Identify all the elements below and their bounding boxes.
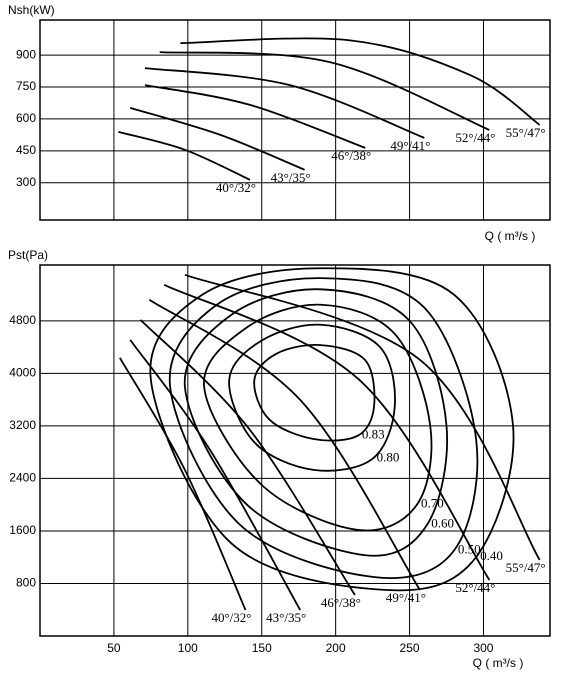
- y-tick-label: 300: [16, 175, 36, 189]
- y-tick-label: 450: [16, 143, 36, 157]
- x-axis-label: Q ( m³/s ): [485, 229, 536, 243]
- y-tick-label: 1600: [9, 523, 36, 537]
- y-tick-label: 2400: [9, 471, 36, 485]
- series-curve-label: 49°/41°: [390, 138, 430, 153]
- y-tick-label: 3200: [9, 418, 36, 432]
- series-curve-label: 49°/41°: [386, 590, 426, 605]
- series-curve: [180, 37, 541, 126]
- series-curve: [159, 51, 490, 131]
- x-tick-label: 100: [178, 641, 198, 655]
- series-curve: [144, 67, 425, 139]
- y-tick-label: 900: [16, 47, 36, 61]
- efficiency-contour: [149, 267, 515, 592]
- x-tick-label: 250: [400, 641, 420, 655]
- series-curve-label: 40°/32°: [211, 610, 251, 625]
- series-curve-label: 43°/35°: [266, 610, 306, 625]
- series-curve-label: 46°/38°: [321, 595, 361, 610]
- series-curve: [144, 84, 366, 149]
- series-curve-label: 40°/32°: [216, 180, 256, 195]
- efficiency-contour-label: 0.80: [377, 450, 400, 465]
- series-curve-label: 52°/44°: [455, 580, 495, 595]
- efficiency-contour: [183, 288, 448, 557]
- series-curve-label: 55°/47°: [506, 560, 546, 575]
- x-axis-label: Q ( m³/s ): [473, 656, 524, 670]
- plot-frame: [39, 19, 551, 221]
- y-axis-label: Pst(Pa): [8, 248, 48, 262]
- efficiency-contour-label: 0.40: [480, 548, 503, 563]
- series-curve-label: 46°/38°: [331, 148, 371, 163]
- series-curve: [129, 107, 305, 171]
- y-tick-label: 4800: [9, 313, 36, 327]
- y-tick-label: 600: [16, 111, 36, 125]
- x-tick-label: 300: [473, 641, 493, 655]
- y-tick-label: 750: [16, 79, 36, 93]
- series-curve-label: 52°/44°: [455, 130, 495, 145]
- series-curve: [148, 299, 421, 591]
- y-tick-label: 4000: [9, 366, 36, 380]
- series-curve: [163, 283, 491, 581]
- x-tick-label: 50: [107, 641, 121, 655]
- efficiency-contour-label: 0.70: [421, 496, 444, 511]
- efficiency-contour-label: 0.60: [431, 515, 454, 530]
- efficiency-contour-label: 0.50: [458, 542, 481, 557]
- efficiency-contour: [253, 344, 376, 442]
- series-curve: [119, 357, 247, 611]
- x-tick-label: 150: [252, 641, 272, 655]
- series-curve-label: 43°/35°: [271, 170, 311, 185]
- series-curve: [139, 319, 356, 596]
- efficiency-contour-label: 0.83: [362, 427, 385, 442]
- efficiency-contour: [228, 323, 396, 472]
- plot-frame: [39, 264, 551, 637]
- x-tick-label: 200: [326, 641, 346, 655]
- efficiency-contour: [168, 277, 479, 579]
- y-axis-label: Nsh(kW): [8, 3, 55, 17]
- efficiency-contour: [203, 303, 433, 532]
- series-curve: [118, 131, 251, 181]
- series-curve-label: 55°/47°: [506, 125, 546, 140]
- y-tick-label: 800: [16, 576, 36, 590]
